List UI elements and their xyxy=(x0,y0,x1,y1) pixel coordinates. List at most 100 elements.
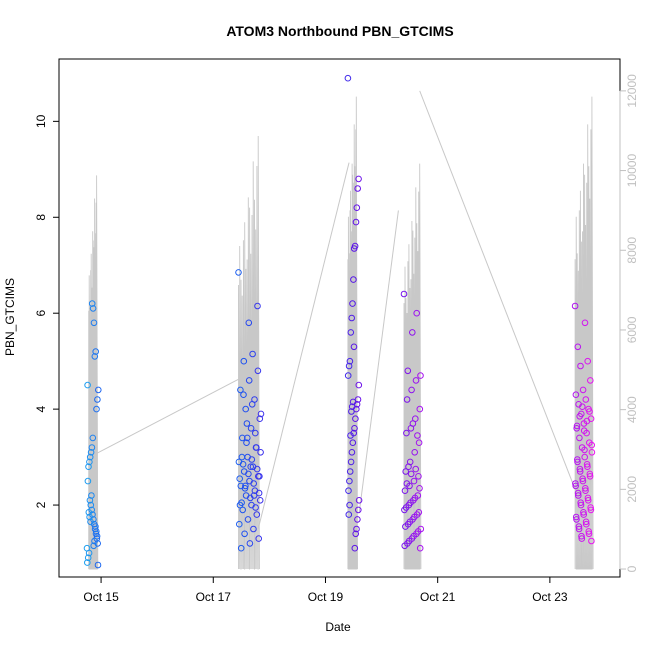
data-point xyxy=(580,511,588,518)
data-point xyxy=(252,444,260,451)
data-point xyxy=(256,497,264,504)
data-point xyxy=(575,523,583,530)
data-point xyxy=(349,398,357,406)
data-point xyxy=(416,485,423,492)
data-point xyxy=(247,425,255,432)
data-point xyxy=(574,458,581,466)
data-point xyxy=(87,449,95,456)
data-point xyxy=(345,511,353,518)
right-series-burst-2 xyxy=(347,96,358,570)
data-point xyxy=(87,501,95,509)
data-point xyxy=(351,425,358,432)
data-point xyxy=(577,499,585,507)
data-point xyxy=(575,492,582,499)
data-point xyxy=(85,463,92,471)
data-point xyxy=(91,353,99,360)
data-point xyxy=(239,434,246,442)
data-point xyxy=(239,461,247,468)
data-point xyxy=(414,528,422,535)
data-point xyxy=(240,391,247,399)
data-point xyxy=(86,513,93,521)
y2-tick-label: 12000 xyxy=(625,74,639,108)
data-point xyxy=(347,329,355,336)
data-point xyxy=(585,530,593,538)
data-point xyxy=(403,429,410,437)
data-point xyxy=(415,439,423,447)
right-series-connector-2 xyxy=(358,210,399,514)
data-point xyxy=(582,485,589,492)
data-point xyxy=(257,410,265,418)
data-point xyxy=(578,535,586,542)
data-point xyxy=(579,477,587,485)
data-point xyxy=(92,348,99,355)
data-point xyxy=(256,415,264,423)
data-point xyxy=(352,218,360,226)
data-point xyxy=(581,319,589,327)
data-point xyxy=(92,523,99,530)
data-point xyxy=(402,523,409,530)
data-point xyxy=(402,468,410,475)
data-point xyxy=(91,537,98,545)
y2-tick-label: 6000 xyxy=(625,316,639,343)
data-point xyxy=(86,458,93,466)
data-point xyxy=(417,372,424,379)
data-point xyxy=(241,485,249,492)
data-point xyxy=(89,305,97,312)
y2-tick-label: 10000 xyxy=(625,154,639,188)
data-point xyxy=(574,343,582,351)
data-point xyxy=(354,516,361,523)
data-point xyxy=(583,461,591,468)
data-point xyxy=(346,477,353,485)
data-point xyxy=(580,509,587,516)
data-point xyxy=(353,525,360,533)
data-point xyxy=(247,463,254,471)
data-point xyxy=(243,420,251,427)
data-point xyxy=(236,475,243,483)
data-point xyxy=(253,511,261,518)
data-point xyxy=(583,417,591,425)
data-point xyxy=(88,300,96,307)
data-point xyxy=(572,480,579,487)
data-point xyxy=(348,408,355,415)
data-point xyxy=(587,504,594,511)
data-point xyxy=(586,470,594,478)
data-point xyxy=(84,381,91,389)
x-tick-label: Oct 23 xyxy=(532,590,568,604)
data-point xyxy=(586,473,594,480)
data-point xyxy=(352,530,360,538)
data-point xyxy=(405,463,412,471)
data-point xyxy=(354,185,362,192)
data-point xyxy=(408,386,415,394)
data-point xyxy=(84,477,92,485)
data-point xyxy=(241,530,248,538)
data-point xyxy=(256,473,263,480)
y-tick-label: 6 xyxy=(34,310,48,317)
y2-tick-label: 4000 xyxy=(625,396,639,423)
data-point xyxy=(350,343,358,351)
data-point xyxy=(584,497,592,504)
y-tick-label: 10 xyxy=(34,114,48,128)
data-point xyxy=(348,449,356,456)
data-point xyxy=(581,446,588,454)
data-point xyxy=(249,350,256,358)
right-axis-series xyxy=(88,90,594,570)
data-point xyxy=(252,429,259,437)
data-point xyxy=(348,314,356,322)
data-point xyxy=(345,487,352,495)
data-point xyxy=(246,540,254,547)
data-point xyxy=(403,480,411,487)
data-point xyxy=(579,386,587,394)
data-point xyxy=(352,415,359,423)
x-tick-label: Oct 15 xyxy=(83,590,119,604)
right-series-burst-3 xyxy=(403,163,422,570)
y2-tick-label: 0 xyxy=(625,565,639,572)
data-point xyxy=(84,554,92,562)
data-point xyxy=(236,501,244,509)
data-point xyxy=(347,458,355,466)
data-point xyxy=(401,487,409,495)
data-point xyxy=(583,520,590,528)
right-series-connector-0 xyxy=(96,377,242,454)
data-point xyxy=(94,396,101,403)
data-point xyxy=(351,544,359,552)
plot-frame xyxy=(58,58,621,578)
